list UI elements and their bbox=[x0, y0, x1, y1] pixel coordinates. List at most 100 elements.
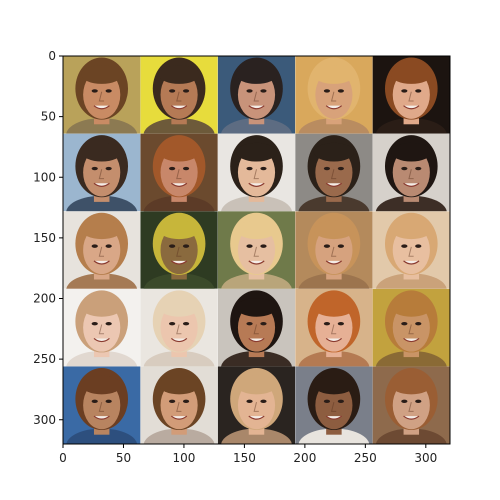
hair-fringe bbox=[236, 375, 277, 395]
eye-left bbox=[401, 166, 408, 171]
eye-left bbox=[323, 166, 331, 171]
eye-right bbox=[337, 89, 344, 93]
y-tick-label: 100 bbox=[33, 170, 56, 184]
eye-right bbox=[105, 89, 112, 93]
y-tick-label: 0 bbox=[48, 49, 56, 63]
nose bbox=[330, 169, 337, 180]
face-tile bbox=[63, 366, 141, 444]
shoulders bbox=[221, 273, 292, 289]
shoulders bbox=[143, 118, 215, 134]
eye-right bbox=[415, 166, 422, 171]
eye-right bbox=[415, 399, 422, 404]
nose bbox=[176, 169, 182, 180]
hair-fringe bbox=[236, 298, 277, 317]
smile bbox=[170, 182, 188, 187]
nose bbox=[98, 169, 105, 180]
smile bbox=[325, 260, 343, 265]
eye-right bbox=[105, 166, 112, 171]
x-tick-label: 0 bbox=[59, 451, 67, 465]
eye-left bbox=[169, 244, 176, 248]
face-tile bbox=[140, 133, 218, 212]
eye-right bbox=[415, 322, 422, 326]
nose bbox=[408, 169, 414, 180]
hair-fringe bbox=[236, 65, 277, 84]
eye-right bbox=[337, 244, 344, 248]
nose bbox=[98, 324, 105, 335]
face-tile bbox=[372, 56, 450, 134]
face-tile bbox=[140, 56, 218, 134]
axes-frame bbox=[62, 55, 451, 445]
face-tile bbox=[372, 211, 450, 289]
eye-left bbox=[91, 322, 98, 326]
face-tile bbox=[140, 288, 218, 367]
face-tile bbox=[63, 288, 141, 367]
hair-fringe bbox=[391, 220, 432, 240]
nose bbox=[408, 246, 414, 257]
smile bbox=[93, 260, 110, 265]
hair-fringe bbox=[158, 375, 200, 395]
shoulders bbox=[221, 428, 292, 444]
eye-left bbox=[169, 166, 176, 171]
smile bbox=[403, 105, 420, 110]
eye-left bbox=[323, 322, 331, 326]
smile bbox=[325, 105, 343, 110]
y-tick-label: 250 bbox=[33, 352, 56, 366]
x-tick-label: 150 bbox=[233, 451, 256, 465]
eye-left bbox=[246, 166, 253, 171]
shoulders bbox=[221, 195, 292, 212]
smile bbox=[93, 182, 110, 187]
x-tick-label: 250 bbox=[354, 451, 377, 465]
x-tick-label: 50 bbox=[116, 451, 131, 465]
face-tile bbox=[295, 56, 373, 134]
eye-left bbox=[401, 244, 408, 248]
eye-left bbox=[91, 399, 98, 404]
nose bbox=[330, 401, 337, 412]
smile bbox=[403, 260, 420, 265]
shoulders bbox=[143, 428, 215, 444]
nose bbox=[408, 324, 414, 335]
hair-fringe bbox=[313, 65, 355, 84]
eye-left bbox=[246, 244, 253, 248]
image-tiles bbox=[63, 56, 450, 444]
smile bbox=[170, 337, 188, 343]
x-tick-label: 200 bbox=[293, 451, 316, 465]
eye-right bbox=[337, 399, 344, 404]
nose bbox=[330, 324, 337, 335]
smile bbox=[325, 182, 343, 187]
shoulders bbox=[375, 195, 447, 212]
smile bbox=[93, 415, 110, 420]
hair-fringe bbox=[313, 298, 355, 317]
hair-fringe bbox=[391, 142, 432, 162]
smile bbox=[403, 182, 420, 187]
face-tile bbox=[140, 366, 218, 444]
y-tick-label: 50 bbox=[41, 110, 56, 124]
hair-fringe bbox=[236, 142, 277, 162]
eye-right bbox=[105, 322, 112, 326]
eye-left bbox=[91, 244, 98, 248]
eye-right bbox=[260, 89, 267, 93]
shoulders bbox=[298, 428, 370, 444]
x-axis: 0 50 100 150 200 250 300 bbox=[59, 444, 437, 465]
face-tile bbox=[217, 366, 296, 444]
smile bbox=[93, 105, 110, 110]
face-tile bbox=[372, 366, 450, 444]
face-tile bbox=[372, 133, 450, 212]
smile bbox=[170, 105, 188, 110]
smile bbox=[248, 415, 265, 420]
face-tile bbox=[217, 288, 296, 367]
eye-left bbox=[323, 89, 331, 93]
smile bbox=[248, 105, 265, 110]
eye-right bbox=[260, 244, 267, 248]
smile bbox=[93, 337, 110, 343]
nose bbox=[253, 246, 259, 257]
hair-fringe bbox=[313, 220, 355, 240]
face-tile bbox=[63, 56, 141, 134]
smile bbox=[403, 415, 420, 420]
nose bbox=[253, 324, 259, 335]
shoulders bbox=[66, 273, 138, 289]
shoulders bbox=[66, 195, 138, 212]
shoulders bbox=[221, 118, 292, 134]
nose bbox=[98, 401, 105, 412]
eye-left bbox=[323, 244, 331, 248]
